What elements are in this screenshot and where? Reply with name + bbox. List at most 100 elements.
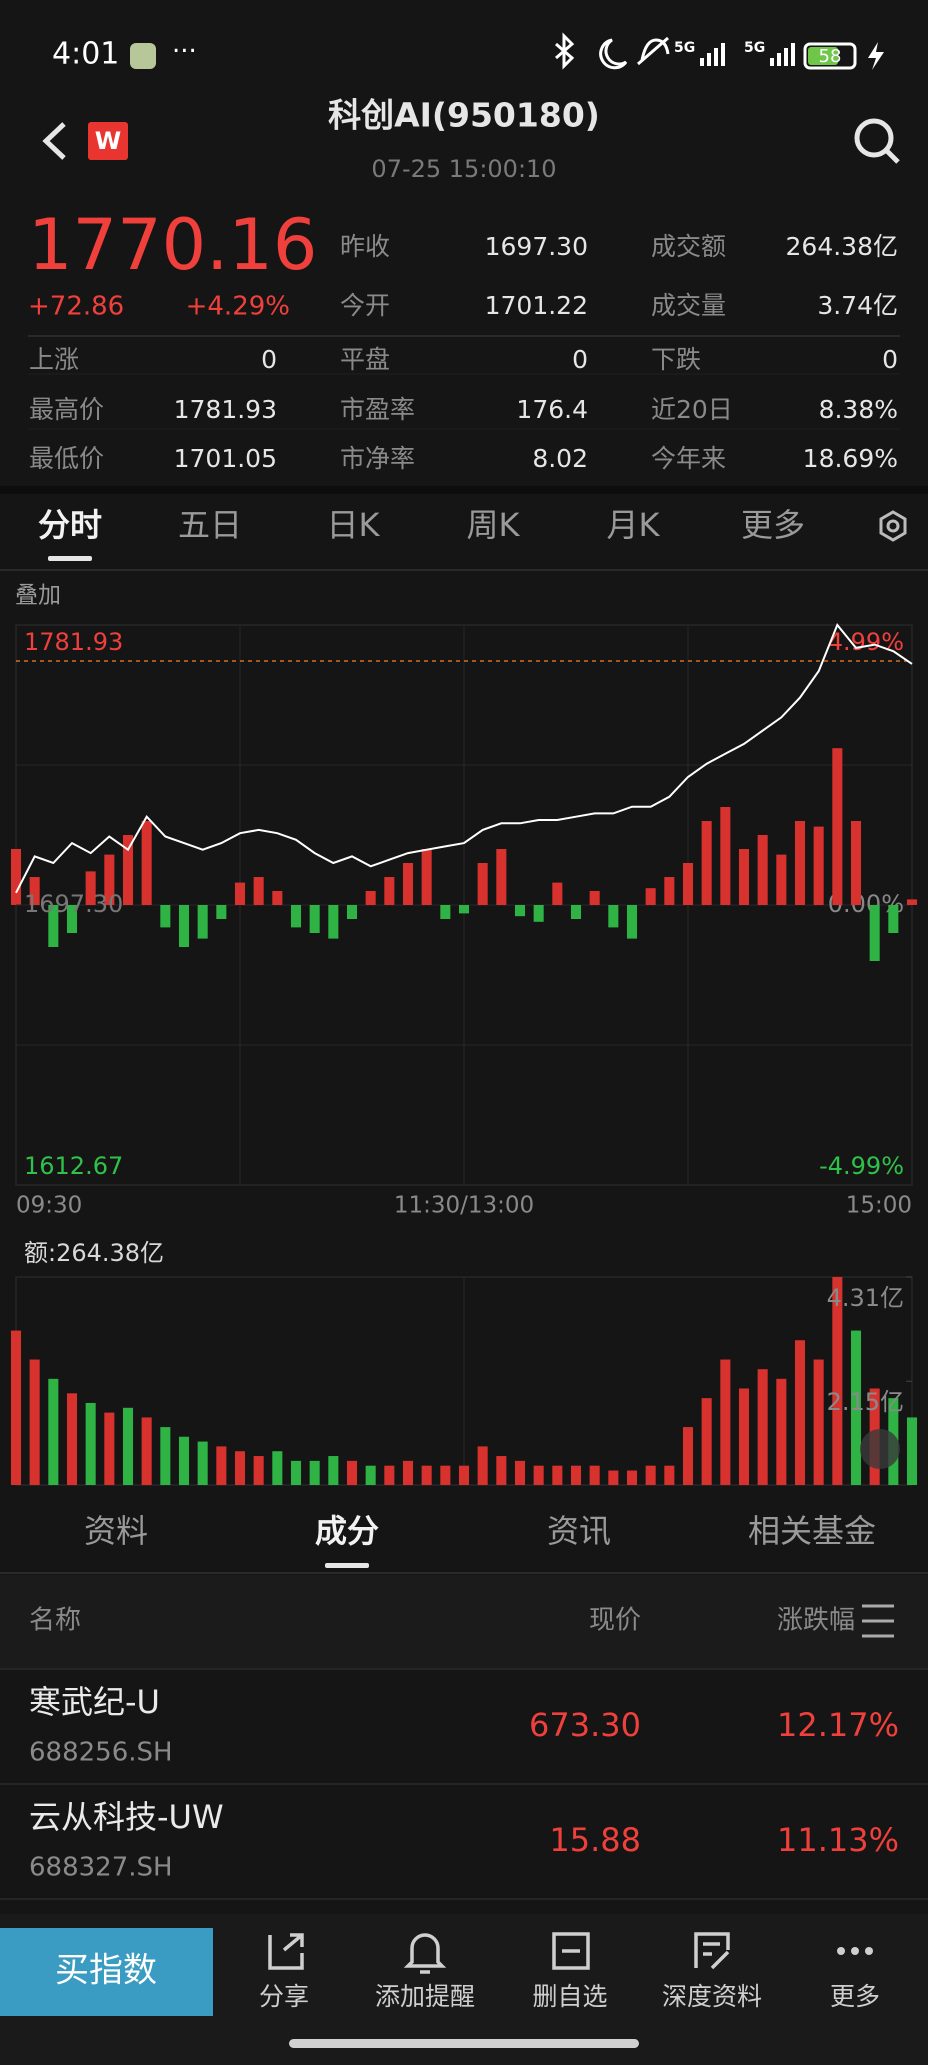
info-tab[interactable]: 资讯 xyxy=(547,1512,611,1550)
stat-label: 最低价 xyxy=(29,444,104,473)
volume-bar xyxy=(757,1369,768,1485)
expand-button[interactable] xyxy=(860,1429,900,1469)
y-tick-label: 1781.93 xyxy=(24,628,123,656)
period-tab[interactable]: 月K xyxy=(607,506,661,544)
search-button[interactable] xyxy=(854,118,900,164)
stat-label: 下跌 xyxy=(651,345,701,374)
stock-name[interactable]: 云从科技-UW xyxy=(29,1798,224,1836)
volume-bar xyxy=(197,1441,208,1485)
constituent-list: 寒武纪-U 688256.SH 673.30 12.17% 云从科技-UW 688327.… xyxy=(0,1668,928,1900)
overlay-label[interactable]: 叠加 xyxy=(15,583,61,609)
toolbar-item[interactable]: 深度资料 xyxy=(662,1982,762,2011)
back-button[interactable] xyxy=(42,122,66,160)
indicator-bar xyxy=(794,821,806,905)
info-tab[interactable]: 相关基金 xyxy=(748,1512,876,1550)
brand-logo xyxy=(88,122,128,160)
volume-bar xyxy=(738,1388,750,1485)
stat-value: 8.02 xyxy=(532,444,588,473)
stock-code: 688327.SH xyxy=(29,1853,173,1883)
indicator-bar xyxy=(440,905,451,919)
volume-bar xyxy=(309,1460,320,1485)
toolbar-item[interactable]: 分享 xyxy=(259,1982,309,2011)
volume-title: 额:264.38亿 xyxy=(24,1239,164,1267)
indicator-bar xyxy=(458,905,470,914)
volume-bar xyxy=(626,1470,638,1485)
stat-label: 近20日 xyxy=(651,395,733,424)
stock-price: 15.88 xyxy=(549,1821,641,1859)
buy-button[interactable] xyxy=(0,1928,213,2016)
stat-value: 8.38% xyxy=(819,395,898,424)
stat-value: 0 xyxy=(261,345,277,374)
svg-text:5G: 5G xyxy=(744,40,765,56)
info-tab[interactable]: 成分 xyxy=(315,1512,379,1550)
indicator-bar xyxy=(122,835,134,905)
stock-name[interactable]: 寒武纪-U xyxy=(29,1683,160,1721)
period-tab[interactable]: 分时 xyxy=(38,506,102,544)
period-tab[interactable]: 更多 xyxy=(741,506,805,544)
status-dots: ··· xyxy=(172,37,197,67)
x-tick-label: 11:30/13:00 xyxy=(394,1193,534,1219)
brand-letter: W xyxy=(95,127,121,155)
y-tick-label: 1697.30 xyxy=(24,890,123,918)
settings-button[interactable] xyxy=(879,510,907,542)
toolbar-item[interactable]: 删自选 xyxy=(532,1982,607,2011)
header-change: 涨跌幅 xyxy=(777,1606,855,1636)
charts: 4.99%0.00%-4.99%09:30 11:30/13:00 15:00178… xyxy=(10,623,918,1486)
charging-icon xyxy=(868,42,884,70)
app-icon xyxy=(130,43,156,69)
change: +72.86 xyxy=(28,292,124,322)
volume-bar xyxy=(589,1465,600,1485)
y-tick-label: 1612.67 xyxy=(24,1152,123,1180)
volume-bar xyxy=(533,1465,544,1485)
volume-bar xyxy=(552,1465,563,1485)
volume-bar xyxy=(104,1412,115,1485)
toolbar-item[interactable]: 添加提醒 xyxy=(375,1982,475,2011)
indicator-bar xyxy=(720,807,731,905)
stat-value: 18.69% xyxy=(803,444,898,473)
subtitle: 07-25 15:00:10 xyxy=(371,155,556,183)
stat-label: 成交量 xyxy=(651,291,726,320)
volume-bar xyxy=(122,1407,134,1485)
volume-bar xyxy=(794,1340,806,1485)
price-line xyxy=(15,623,913,894)
info-tab[interactable]: 资料 xyxy=(84,1512,148,1550)
indicator-bar xyxy=(682,863,694,905)
indicator-bar xyxy=(346,905,358,919)
toolbar-item[interactable]: 更多 xyxy=(830,1982,880,2011)
indicator-bar xyxy=(757,835,768,905)
volume-bar xyxy=(570,1465,582,1485)
stat-value: 264.38亿 xyxy=(786,232,898,261)
volume-tick-label: 2.15亿 xyxy=(827,1388,904,1416)
menu-button[interactable] xyxy=(862,1604,894,1638)
volume-bar xyxy=(720,1359,731,1485)
x-tick-label: 09:30 xyxy=(16,1193,82,1219)
change-pct: +4.29% xyxy=(186,292,290,322)
indicator-bar xyxy=(29,877,40,905)
stat-label: 上涨 xyxy=(29,345,79,374)
volume-bar xyxy=(645,1465,656,1485)
stat-value: 1701.22 xyxy=(485,291,588,320)
volume-bar xyxy=(496,1456,507,1485)
tab-underline xyxy=(48,556,92,561)
indicator-bar xyxy=(514,905,526,917)
header-name: 名称 xyxy=(29,1606,81,1636)
volume-bar xyxy=(328,1456,339,1485)
volume-bar xyxy=(458,1465,470,1485)
period-tab[interactable]: 日K xyxy=(327,506,381,544)
indicator-bar xyxy=(66,905,78,933)
indicator-bar xyxy=(906,899,918,905)
indicator-bar xyxy=(309,905,320,933)
volume-bar xyxy=(272,1451,283,1485)
stat-value: 1697.30 xyxy=(485,232,588,261)
volume-bar xyxy=(421,1465,432,1485)
volume-bar xyxy=(440,1465,451,1485)
indicator-bar xyxy=(850,821,862,905)
indicator-bar xyxy=(570,905,582,919)
period-tab[interactable]: 周K xyxy=(467,506,521,544)
period-tab[interactable]: 五日 xyxy=(178,506,242,544)
indicator-bar xyxy=(48,905,59,947)
volume-bar xyxy=(701,1398,712,1485)
indicator-bar xyxy=(253,877,264,905)
